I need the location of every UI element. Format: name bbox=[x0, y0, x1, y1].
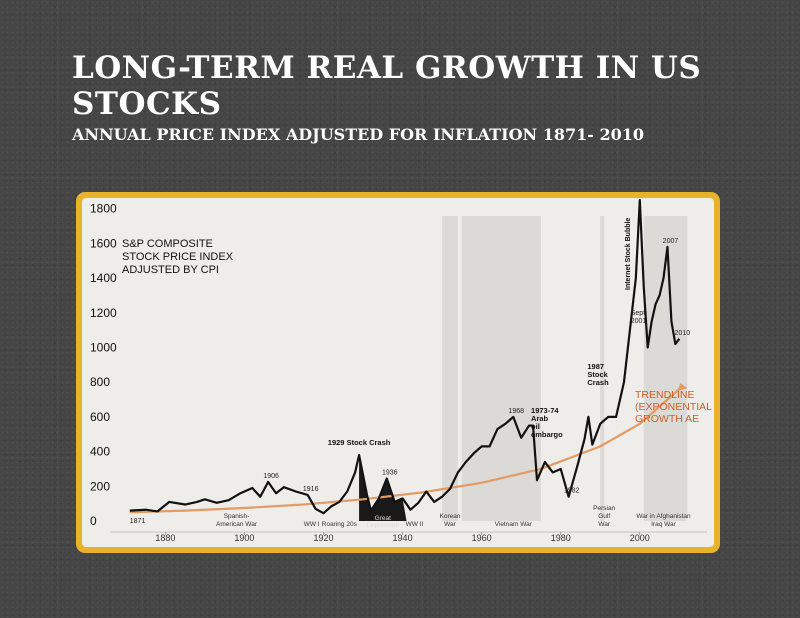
series-group bbox=[129, 198, 681, 515]
x-tick-label: 1980 bbox=[551, 533, 571, 543]
y-tick-label: 1600 bbox=[90, 236, 117, 250]
trendline-label-line: (EXPONENTIAL bbox=[635, 401, 712, 413]
start-year-label: 1871 bbox=[130, 518, 146, 525]
x-tick-label: 1960 bbox=[472, 533, 492, 543]
event-label: War bbox=[444, 521, 457, 528]
bubble-label: Internet Stock Bubble bbox=[625, 218, 632, 290]
peak-year-label: 1936 bbox=[382, 469, 398, 476]
period-shade bbox=[442, 216, 458, 521]
page-subtitle: ANNUAL PRICE INDEX ADJUSTED FOR INFLATIO… bbox=[72, 125, 644, 144]
peak-year-label: 1982 bbox=[564, 488, 580, 495]
event-label: American War bbox=[216, 521, 258, 528]
embargo-label-line: oil bbox=[531, 422, 540, 431]
x-tick-label: 2000 bbox=[630, 533, 650, 543]
crash-1987-label-line: Crash bbox=[587, 378, 609, 387]
event-label: Vietnam War bbox=[495, 521, 533, 528]
chart-title-line: ADJUSTED BY CPI bbox=[122, 264, 219, 276]
x-tick-label: 1920 bbox=[313, 533, 333, 543]
y-tick-label: 600 bbox=[90, 410, 110, 424]
trendline-arrowhead bbox=[677, 383, 688, 392]
y-tick-label: 1000 bbox=[90, 340, 117, 354]
trendline bbox=[129, 388, 681, 514]
stock-index-chart: 0 200 400 600 800 1000 1200 1400 1600 1800 1880 19… bbox=[90, 198, 712, 543]
period-shade bbox=[600, 216, 605, 521]
y-tick-label: 0 bbox=[90, 514, 97, 528]
chart-panel: 0 200 400 600 800 1000 1200 1400 1600 1800 1880 19… bbox=[82, 198, 714, 547]
sept-2001-label-line: 2001 bbox=[631, 318, 647, 325]
event-label: Roaring 20s bbox=[322, 521, 358, 528]
peak-year-label: 2010 bbox=[675, 330, 691, 337]
trendline-label-line: GROWTH AE bbox=[635, 413, 699, 425]
trendline-label-line: TRENDLINE bbox=[635, 389, 695, 401]
crash-1987-label-line: 1987 bbox=[587, 362, 604, 371]
series-line bbox=[129, 198, 681, 515]
event-label: Iraq War bbox=[651, 521, 677, 528]
peak-year-label: 1968 bbox=[508, 408, 524, 415]
x-tick-label: 1880 bbox=[155, 533, 175, 543]
embargo-label-line: embargo bbox=[531, 430, 563, 439]
depression-shade bbox=[359, 455, 407, 521]
event-label: Depression bbox=[366, 522, 399, 529]
event-labels: Spanish-American War WW I Roaring 20s Great… bbox=[216, 505, 691, 529]
chart-title-line: S&P COMPOSITE bbox=[122, 238, 213, 250]
annotation-group: 1871190619161936196819822000200720101929… bbox=[130, 218, 691, 525]
period-shade bbox=[461, 216, 541, 521]
peak-year-label: 1916 bbox=[303, 486, 319, 493]
y-tick-label: 1400 bbox=[90, 271, 117, 285]
page-title: LONG-TERM REAL GROWTH IN US STOCKS bbox=[72, 50, 702, 122]
chart-title-line: STOCK PRICE INDEX bbox=[122, 251, 234, 263]
peak-year-label: 1906 bbox=[263, 473, 279, 480]
y-tick-label: 400 bbox=[90, 445, 110, 459]
y-tick-label: 1800 bbox=[90, 202, 117, 216]
y-tick-label: 800 bbox=[90, 375, 110, 389]
y-axis: 0 200 400 600 800 1000 1200 1400 1600 1800 bbox=[90, 202, 117, 528]
event-label: WW II bbox=[406, 521, 424, 528]
x-axis: 1880 1900 1920 1940 1960 1980 2000 bbox=[110, 531, 707, 543]
crash-1987-label-line: Stock bbox=[587, 370, 608, 379]
event-label: Great bbox=[375, 515, 391, 522]
shaded-periods bbox=[359, 216, 688, 521]
peak-year-label: 2007 bbox=[663, 238, 679, 245]
embargo-label-line: 1973-74 bbox=[531, 406, 559, 415]
embargo-label-line: Arab bbox=[531, 414, 549, 423]
y-tick-label: 1200 bbox=[90, 306, 117, 320]
sept-2001-label-line: Sept bbox=[631, 310, 645, 317]
event-label: WW I bbox=[304, 521, 320, 528]
event-label: Spanish- bbox=[224, 513, 250, 520]
event-label: War bbox=[598, 521, 611, 528]
y-tick-label: 200 bbox=[90, 479, 110, 493]
chart-title: S&P COMPOSITE STOCK PRICE INDEX ADJUSTED B… bbox=[122, 238, 234, 276]
x-tick-label: 1940 bbox=[393, 533, 413, 543]
x-tick-label: 1900 bbox=[234, 533, 254, 543]
event-label: Persian bbox=[593, 505, 615, 512]
crash-1929-label: 1929 Stock Crash bbox=[328, 438, 391, 447]
event-label: War in Afghanistan bbox=[636, 513, 691, 520]
event-label: Gulf bbox=[598, 513, 610, 520]
event-label: Korean bbox=[440, 513, 461, 520]
